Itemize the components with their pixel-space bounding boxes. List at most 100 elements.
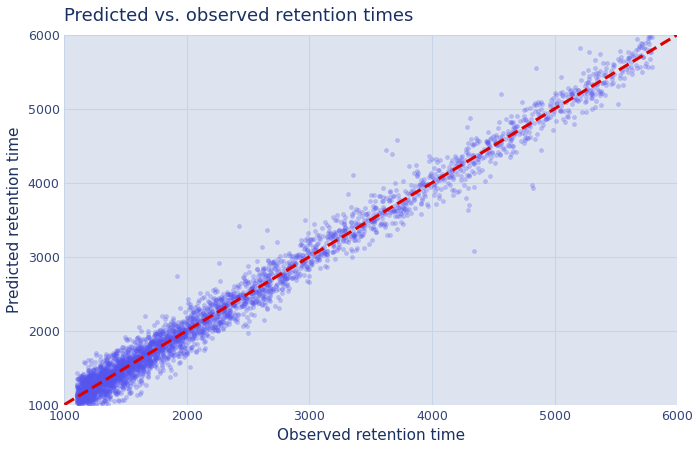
Point [158, 352, 169, 359]
Point [529, 108, 540, 115]
Point [80, 387, 91, 394]
Point [103, 395, 114, 402]
Point [431, 159, 442, 166]
Point [204, 298, 215, 305]
Point [117, 372, 128, 379]
Point [83, 386, 94, 393]
Point [261, 305, 272, 312]
Point [133, 363, 144, 370]
Point [164, 336, 175, 343]
Point [176, 335, 187, 342]
Point [87, 373, 98, 380]
Point [196, 318, 207, 325]
Point [542, 115, 554, 122]
Point [143, 347, 154, 354]
Point [132, 360, 143, 367]
Point [82, 397, 93, 405]
Point [523, 134, 534, 141]
Point [88, 392, 99, 399]
Point [115, 373, 126, 380]
Point [535, 112, 546, 119]
Point [131, 346, 142, 354]
Point [80, 380, 92, 387]
Point [545, 103, 556, 110]
Point [152, 343, 163, 350]
Point [99, 382, 111, 390]
Point [97, 379, 108, 387]
Point [118, 353, 129, 360]
Point [368, 216, 379, 223]
Point [108, 374, 119, 381]
Point [469, 159, 480, 166]
Point [113, 364, 125, 371]
Point [472, 155, 483, 162]
Point [241, 307, 252, 314]
Point [584, 86, 595, 94]
Point [300, 242, 312, 249]
Point [138, 365, 149, 373]
Point [133, 324, 144, 331]
Point [108, 383, 119, 390]
Point [76, 387, 88, 394]
Point [110, 365, 121, 372]
Point [287, 261, 298, 268]
Point [636, 40, 648, 48]
Point [196, 321, 207, 328]
Point [136, 360, 148, 367]
Point [128, 366, 139, 373]
Point [103, 378, 114, 386]
Point [379, 220, 390, 227]
Point [337, 234, 349, 242]
Point [135, 346, 146, 354]
Point [89, 389, 100, 396]
Point [132, 356, 143, 364]
Point [127, 357, 138, 364]
Point [115, 375, 126, 382]
Point [623, 63, 634, 71]
Point [174, 360, 185, 367]
Point [239, 271, 251, 278]
Point [161, 329, 172, 336]
Point [116, 374, 127, 381]
Point [80, 384, 92, 392]
Point [592, 70, 603, 77]
Point [112, 352, 123, 360]
Point [148, 346, 159, 354]
Point [397, 220, 408, 228]
Point [188, 331, 199, 338]
Point [587, 90, 598, 97]
Point [87, 366, 98, 373]
Point [340, 234, 351, 241]
Point [606, 72, 617, 79]
Point [402, 195, 414, 203]
Point [142, 362, 153, 369]
Point [564, 108, 575, 116]
Point [125, 390, 136, 397]
Point [307, 257, 318, 265]
Point [105, 370, 116, 378]
Point [494, 136, 505, 144]
Point [188, 310, 199, 318]
Point [112, 356, 123, 363]
Point [232, 294, 244, 301]
Point [253, 288, 265, 295]
Point [616, 68, 627, 75]
Point [92, 372, 103, 379]
Point [86, 400, 97, 407]
Point [146, 362, 157, 369]
Point [71, 383, 83, 390]
Point [212, 302, 223, 309]
Point [120, 374, 132, 381]
Point [97, 373, 108, 380]
Point [172, 334, 183, 342]
Point [88, 366, 99, 373]
Point [210, 326, 221, 333]
Point [83, 394, 94, 401]
Point [160, 333, 171, 340]
Point [220, 303, 231, 310]
Point [251, 297, 262, 305]
Point [356, 221, 367, 228]
Point [111, 347, 122, 355]
Point [305, 235, 316, 243]
Point [106, 387, 118, 395]
